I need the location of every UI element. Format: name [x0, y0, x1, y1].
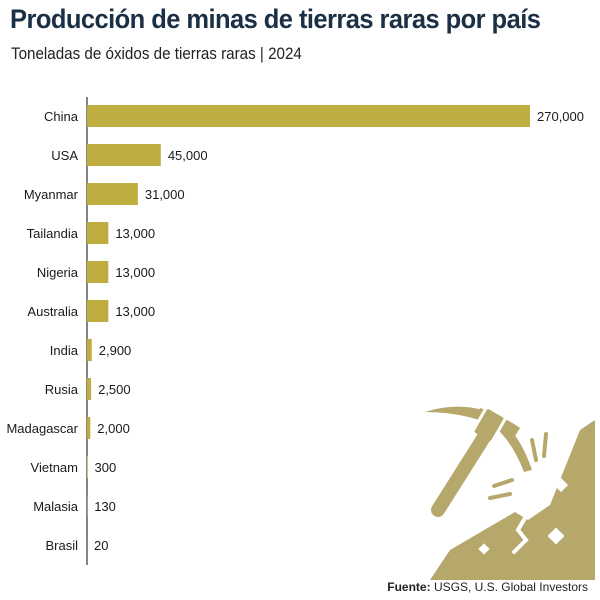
- pickaxe-mining-icon: [425, 406, 595, 580]
- bar: [87, 417, 91, 439]
- category-label: Tailandia: [27, 226, 79, 241]
- bar: [87, 144, 161, 166]
- value-label: 300: [94, 460, 116, 475]
- bar: [87, 378, 92, 400]
- value-label: 13,000: [115, 226, 155, 241]
- value-label: 31,000: [145, 187, 185, 202]
- bar: [87, 261, 109, 283]
- category-label: Brasil: [45, 538, 78, 553]
- bar: [87, 222, 109, 244]
- value-label: 2,900: [99, 343, 132, 358]
- category-label: USA: [51, 148, 78, 163]
- value-label: 13,000: [115, 265, 155, 280]
- category-label: Myanmar: [24, 187, 79, 202]
- category-label: Vietnam: [31, 460, 78, 475]
- bar: [87, 300, 109, 322]
- category-label: China: [44, 109, 79, 124]
- value-label: 45,000: [168, 148, 208, 163]
- source-text: USGS, U.S. Global Investors: [433, 580, 588, 594]
- bar: [87, 339, 92, 361]
- category-label: Rusia: [45, 382, 79, 397]
- value-label: 20: [94, 538, 108, 553]
- category-label: Malasia: [33, 499, 79, 514]
- source-label: Fuente:: [387, 580, 431, 594]
- category-label: Madagascar: [6, 421, 78, 436]
- chart-subtitle: Toneladas de óxidos de tierras raras | 2…: [11, 45, 302, 63]
- source-note: Fuente: USGS, U.S. Global Investors: [387, 580, 588, 594]
- value-label: 270,000: [537, 109, 584, 124]
- value-label: 2,500: [98, 382, 131, 397]
- value-label: 2,000: [97, 421, 130, 436]
- bar: [87, 105, 530, 127]
- bar: [87, 183, 138, 205]
- category-label: India: [50, 343, 79, 358]
- category-label: Australia: [27, 304, 78, 319]
- chart-title: Producción de minas de tierras raras por…: [10, 4, 541, 34]
- value-label: 130: [94, 499, 116, 514]
- category-label: Nigeria: [37, 265, 79, 280]
- value-label: 13,000: [115, 304, 155, 319]
